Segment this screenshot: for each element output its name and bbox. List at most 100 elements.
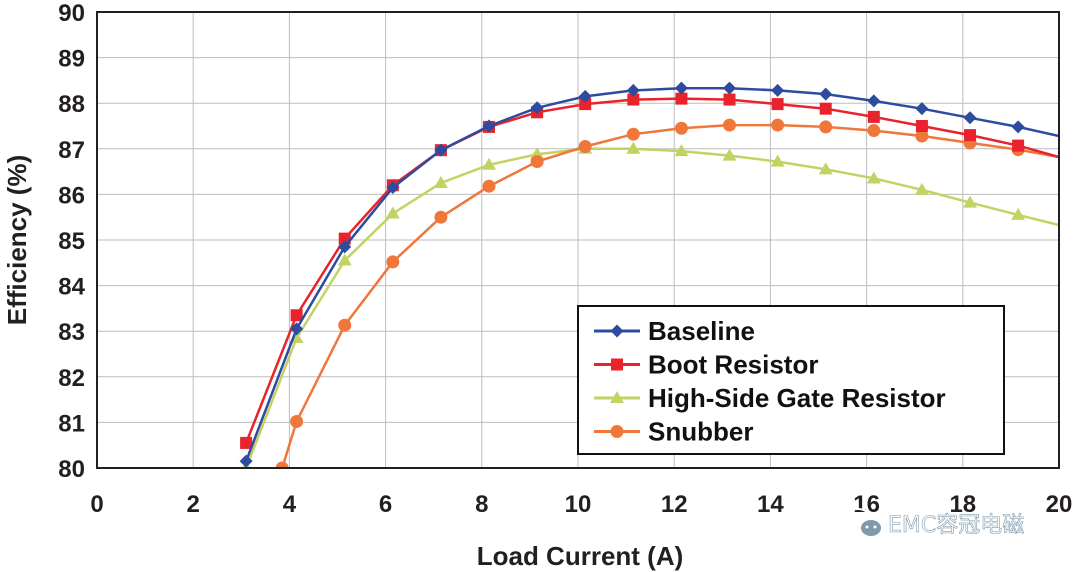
watermark: EMC容冠电磁 xyxy=(844,508,1025,538)
x-tick-label: 0 xyxy=(90,491,103,518)
data-point xyxy=(722,148,737,161)
y-tick-label: 83 xyxy=(58,319,85,346)
data-point xyxy=(723,81,737,95)
data-point xyxy=(385,206,400,219)
data-point xyxy=(386,255,400,269)
data-point xyxy=(337,253,352,266)
data-point xyxy=(433,176,448,188)
data-point xyxy=(723,93,736,106)
data-point xyxy=(275,461,289,468)
legend-item: High-Side Gate Resistor xyxy=(594,383,946,413)
data-point xyxy=(240,436,253,449)
data-point xyxy=(674,144,689,157)
legend-item: Baseline xyxy=(594,316,755,346)
data-point xyxy=(866,171,881,184)
x-axis-title: Load Current (A) xyxy=(477,541,684,571)
data-point xyxy=(867,94,881,108)
y-axis-ticks: 80 81 82 83 84 85 86 87 88 89 90 xyxy=(58,0,85,483)
data-point xyxy=(434,143,448,157)
data-point xyxy=(434,210,448,224)
legend-marker xyxy=(610,391,624,403)
data-point xyxy=(963,195,978,208)
x-axis-ticks: 0 2 4 6 8 10 12 14 16 18 20 xyxy=(90,491,1072,518)
data-point xyxy=(964,129,977,142)
data-point xyxy=(771,98,784,111)
data-point xyxy=(914,182,929,195)
y-tick-label: 85 xyxy=(58,228,85,255)
data-point xyxy=(915,120,928,132)
plot-frame xyxy=(96,11,1060,469)
data-point xyxy=(1011,120,1025,134)
data-point xyxy=(338,240,352,254)
legend-marker xyxy=(610,425,624,438)
legend-box xyxy=(577,305,1005,455)
wechat-icon xyxy=(844,508,883,538)
y-tick-label: 80 xyxy=(58,456,85,483)
legend-marker xyxy=(611,358,623,371)
x-tick-label: 16 xyxy=(853,491,880,518)
series-line xyxy=(244,86,1059,462)
data-point xyxy=(530,101,544,115)
data-point xyxy=(482,157,497,170)
data-point xyxy=(818,162,833,175)
data-point xyxy=(578,89,592,103)
data-point xyxy=(1011,207,1026,220)
data-point xyxy=(819,120,833,134)
legend-marker xyxy=(610,324,624,338)
data-point xyxy=(771,118,785,132)
x-tick-label: 20 xyxy=(1046,491,1073,518)
x-tick-label: 12 xyxy=(661,491,688,518)
x-tick-label: 8 xyxy=(475,491,488,518)
series-line xyxy=(244,147,1059,468)
series-layer xyxy=(239,81,1059,468)
y-tick-label: 84 xyxy=(58,274,85,301)
x-tick-label: 14 xyxy=(757,491,784,518)
y-tick-label: 81 xyxy=(58,410,85,437)
data-point xyxy=(386,181,400,195)
data-point xyxy=(290,414,304,428)
x-tick-label: 10 xyxy=(565,491,592,518)
data-point xyxy=(626,127,640,141)
data-point xyxy=(867,124,881,138)
series-line xyxy=(281,123,1059,468)
y-tick-label: 90 xyxy=(58,0,85,27)
x-tick-label: 4 xyxy=(283,491,297,518)
x-tick-label: 2 xyxy=(187,491,200,518)
legend-item: Snubber xyxy=(594,417,753,447)
data-point xyxy=(674,81,688,95)
data-point xyxy=(627,93,640,106)
data-point xyxy=(674,121,688,135)
series-line xyxy=(244,97,1059,444)
data-point xyxy=(915,129,929,143)
data-point xyxy=(338,318,352,332)
data-point xyxy=(1012,139,1025,152)
y-tick-label: 89 xyxy=(58,46,85,73)
data-point xyxy=(963,111,977,125)
data-point xyxy=(626,141,641,154)
legend-label: Snubber xyxy=(648,417,753,447)
data-point xyxy=(675,92,688,105)
x-tick-label: 6 xyxy=(379,491,392,518)
data-point xyxy=(819,87,833,101)
data-point xyxy=(867,110,880,123)
legend-label: Boot Resistor xyxy=(648,350,818,380)
data-point xyxy=(771,83,785,97)
data-point xyxy=(482,119,496,133)
y-tick-label: 87 xyxy=(58,137,85,164)
data-point xyxy=(626,83,640,97)
data-point xyxy=(530,155,544,169)
legend-label: High-Side Gate Resistor xyxy=(648,383,946,413)
series-baseline xyxy=(239,81,1059,468)
data-point xyxy=(482,179,496,193)
data-point xyxy=(290,309,303,322)
y-tick-label: 86 xyxy=(58,182,85,209)
x-tick-label: 18 xyxy=(949,491,976,518)
data-point xyxy=(819,102,832,115)
y-tick-label: 88 xyxy=(58,91,85,118)
data-point xyxy=(915,102,929,116)
data-point xyxy=(290,322,304,336)
legend-item: Boot Resistor xyxy=(594,350,818,380)
data-point xyxy=(579,98,592,111)
